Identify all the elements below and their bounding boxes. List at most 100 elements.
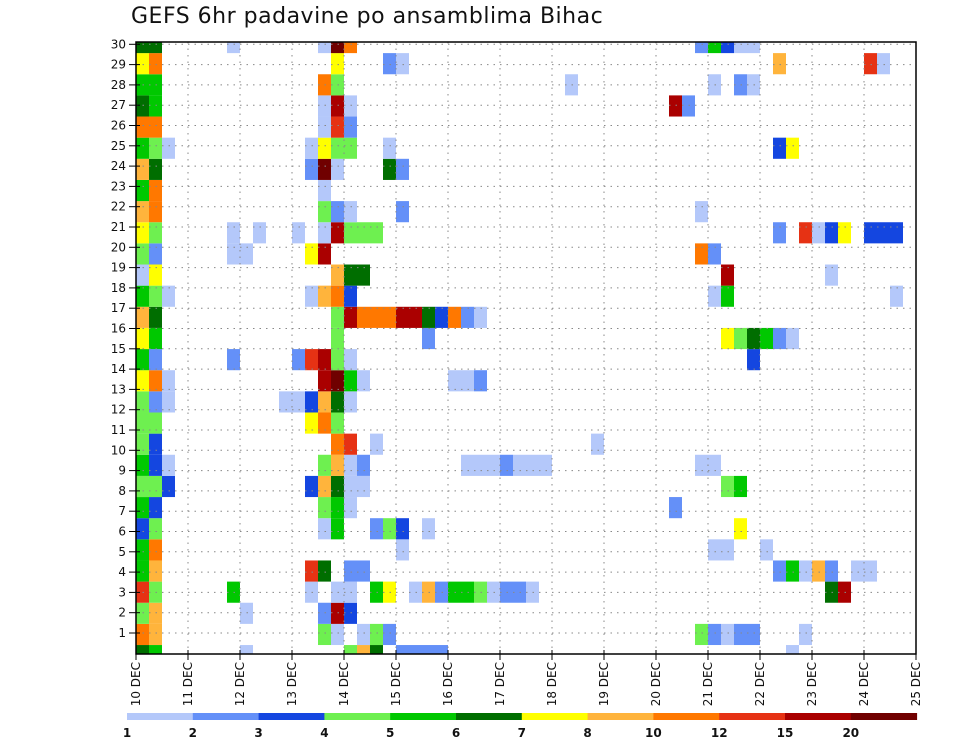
heatmap-cell (695, 243, 708, 265)
heatmap-cell (838, 222, 851, 244)
y-axis: 1234567891011121314151617181920212223242… (111, 37, 140, 640)
heatmap-cell (721, 475, 734, 498)
heatmap-cell (136, 158, 149, 180)
y-tick-label: 28 (111, 78, 126, 92)
y-tick-label: 13 (111, 382, 126, 396)
heatmap-cell (825, 222, 838, 244)
y-tick-label: 9 (118, 464, 126, 478)
heatmap-cell (331, 327, 344, 350)
x-tick-label: 23 DEC (805, 662, 819, 706)
heatmap-cell (747, 623, 760, 646)
y-tick-label: 4 (118, 565, 126, 579)
heatmap-cell (461, 306, 474, 328)
heatmap-cell (331, 42, 344, 54)
heatmap-cell (305, 137, 318, 159)
heatmap-cell (136, 539, 149, 561)
heatmap-cell (149, 433, 162, 455)
heatmap-cell (331, 623, 344, 646)
heatmap-cell (435, 645, 448, 654)
heatmap-cell (721, 539, 734, 561)
x-tick-label: 19 DEC (597, 662, 611, 706)
x-tick-label: 10 DEC (129, 662, 143, 706)
grid-lines (136, 42, 916, 654)
heatmap-cell (474, 370, 487, 392)
colorbar-segment (258, 713, 325, 720)
heatmap-cell (331, 433, 344, 455)
colorbar-label: 12 (711, 726, 728, 740)
y-tick-label: 6 (118, 525, 126, 539)
x-tick-label: 24 DEC (857, 662, 871, 706)
heatmap-cell (331, 285, 344, 307)
y-tick-label: 18 (111, 281, 126, 295)
y-tick-label: 12 (111, 403, 126, 417)
heatmap-cell (292, 222, 305, 244)
heatmap-cell (747, 349, 760, 371)
heatmap-cell (721, 327, 734, 350)
heatmap-cell (305, 412, 318, 434)
heatmap-cell (812, 222, 825, 244)
y-tick-label: 14 (111, 362, 126, 376)
heatmap-cell (357, 370, 370, 392)
heatmap-cell (149, 645, 162, 654)
heatmap-cell (344, 222, 357, 244)
y-tick-label: 27 (111, 98, 126, 112)
heatmap-cell (526, 454, 539, 476)
y-tick-label: 7 (118, 504, 126, 518)
heatmap-cell (305, 285, 318, 307)
heatmap-cell (773, 137, 786, 159)
heatmap-cell (695, 201, 708, 223)
heatmap-cell (370, 306, 383, 328)
y-tick-label: 22 (111, 200, 126, 214)
heatmap-cell (305, 475, 318, 498)
heatmap-cell (760, 327, 773, 350)
heatmap-cell (734, 623, 747, 646)
heatmap-cell (747, 42, 760, 54)
y-tick-label: 21 (111, 220, 126, 234)
heatmap-cell (461, 454, 474, 476)
heatmap-cell (149, 264, 162, 286)
heatmap-cell (136, 454, 149, 476)
colorbar-segment (587, 713, 654, 720)
heatmap-cell (877, 222, 890, 244)
heatmap-cell (227, 349, 240, 371)
x-tick-label: 25 DEC (909, 662, 923, 706)
heatmap-cell (396, 645, 409, 654)
heatmap-cell (747, 327, 760, 350)
heatmap-cell (344, 560, 357, 582)
heatmap-cell (136, 412, 149, 434)
heatmap-cell (344, 370, 357, 392)
heatmap-cell (734, 475, 747, 498)
heatmap-cell (344, 645, 357, 654)
y-tick-label: 11 (111, 423, 126, 437)
colorbar-label: 15 (777, 726, 794, 740)
y-tick-label: 29 (111, 58, 126, 72)
heatmap-cell (695, 42, 708, 54)
colorbar-label: 1 (123, 726, 131, 740)
y-tick-label: 26 (111, 119, 126, 133)
heatmap-cell (162, 475, 175, 498)
heatmap-cell (318, 116, 331, 138)
heatmap-cell (890, 285, 903, 307)
heatmap-cell (305, 391, 318, 413)
heatmap-cell (344, 433, 357, 455)
heatmap-cell (799, 560, 812, 582)
heatmap-cell (149, 412, 162, 434)
x-tick-label: 16 DEC (441, 662, 455, 706)
heatmap-cell (305, 158, 318, 180)
heatmap-cell (331, 158, 344, 180)
heatmap-cell (331, 306, 344, 328)
heatmap-cell (149, 243, 162, 265)
heatmap-cell (318, 391, 331, 413)
heatmap-cell (136, 306, 149, 328)
heatmap-cell (136, 475, 149, 498)
heatmap-cell (149, 560, 162, 582)
heatmap-cell (786, 560, 799, 582)
heatmap-cell (331, 116, 344, 138)
heatmap-cell (149, 222, 162, 244)
chart-title: GEFS 6hr padavine po ansamblima Bihac (131, 4, 604, 29)
heatmap-cell (344, 475, 357, 498)
heatmap-cell (318, 158, 331, 180)
heatmap-cell (331, 137, 344, 159)
heatmap-cell (149, 285, 162, 307)
